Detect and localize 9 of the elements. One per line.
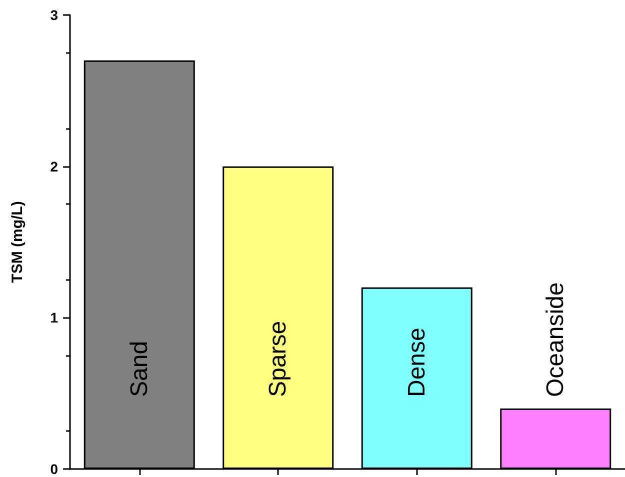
x-tick-label: Oceanside xyxy=(542,282,570,397)
y-tick-label: 0 xyxy=(50,461,58,477)
y-tick-label: 3 xyxy=(50,7,58,23)
y-tick-label: 1 xyxy=(50,310,58,326)
x-tick-label: Dense xyxy=(403,328,430,397)
x-tick-label: Sand xyxy=(126,340,153,397)
y-tick-label: 2 xyxy=(50,158,58,174)
y-axis-title: TSM (mg/L) xyxy=(9,201,26,283)
x-tick-label: Sparse xyxy=(264,320,292,397)
